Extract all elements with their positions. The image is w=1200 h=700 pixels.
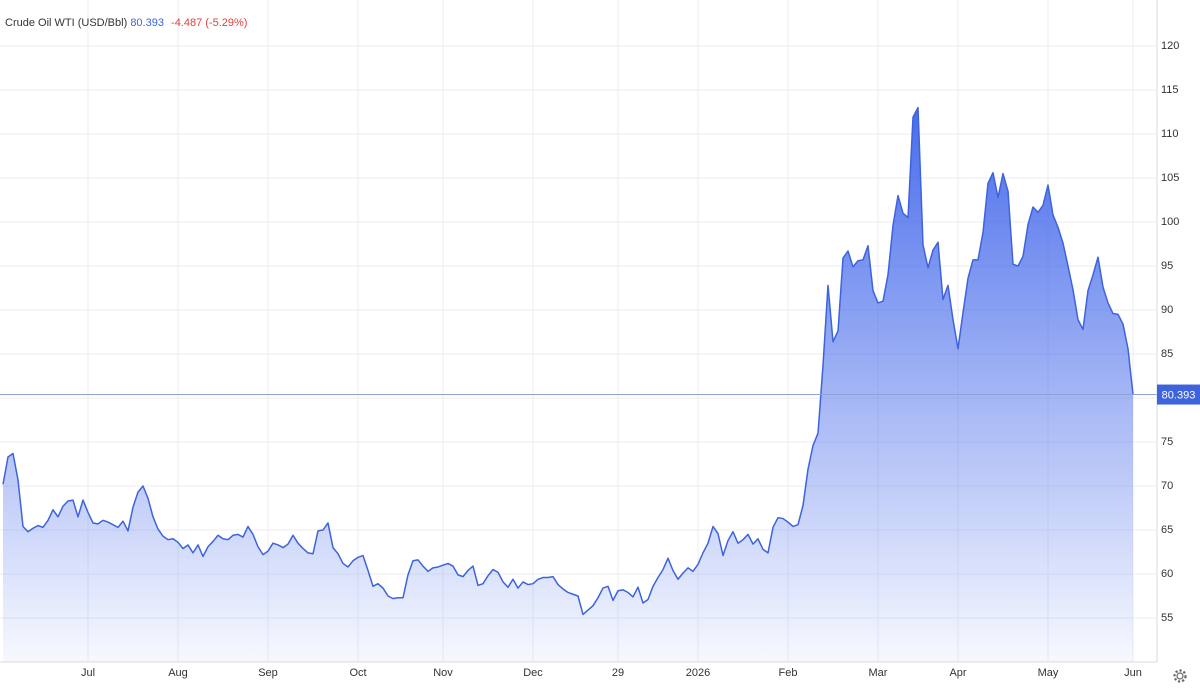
last-price: 80.393 xyxy=(130,17,164,29)
y-tick-label: 85 xyxy=(1161,348,1173,360)
y-tick-label: 65 xyxy=(1161,524,1173,536)
price-line xyxy=(2,106,1134,616)
x-tick-label: 29 xyxy=(612,667,624,679)
y-tick-label: 115 xyxy=(1161,84,1179,96)
y-tick-label: 70 xyxy=(1161,480,1173,492)
x-tick-label: Nov xyxy=(433,667,453,679)
chart-title: Crude Oil WTI (USD/Bbl) xyxy=(5,17,127,29)
x-tick-label: 2026 xyxy=(686,667,710,679)
chart-header: Crude Oil WTI (USD/Bbl) 80.393 -4.487 (-… xyxy=(5,17,247,29)
x-tick-label: Jul xyxy=(81,667,95,679)
y-tick-label: 100 xyxy=(1161,216,1179,228)
price-change: -4.487 (-5.29%) xyxy=(171,17,247,29)
y-tick-label: 55 xyxy=(1161,612,1173,624)
y-tick-label: 120 xyxy=(1161,40,1179,52)
x-tick-label: Mar xyxy=(869,667,888,679)
x-tick-label: Aug xyxy=(168,667,188,679)
plot xyxy=(0,106,1157,663)
y-tick-label: 105 xyxy=(1161,172,1179,184)
x-tick-label: Jun xyxy=(1124,667,1142,679)
last-price-box xyxy=(1157,384,1200,405)
y-tick-label: 75 xyxy=(1161,436,1173,448)
settings-icon-teeth xyxy=(1173,669,1187,683)
x-tick-label: Dec xyxy=(523,667,543,679)
y-tick-label: 60 xyxy=(1161,568,1173,580)
y-tick-label: 90 xyxy=(1161,304,1173,316)
x-tick-label: Oct xyxy=(349,667,366,679)
x-tick-label: Feb xyxy=(779,667,798,679)
y-tick-label: 95 xyxy=(1161,260,1173,272)
last-price-label: 80.393 xyxy=(1162,389,1196,401)
y-tick-label: 110 xyxy=(1161,128,1179,140)
x-tick-label: Sep xyxy=(258,667,278,679)
area-fill xyxy=(3,107,1133,663)
x-tick-label: May xyxy=(1038,667,1059,679)
x-tick-label: Apr xyxy=(949,667,966,679)
settings-icon-inner xyxy=(1176,672,1184,680)
settings-icon[interactable] xyxy=(1173,669,1187,683)
